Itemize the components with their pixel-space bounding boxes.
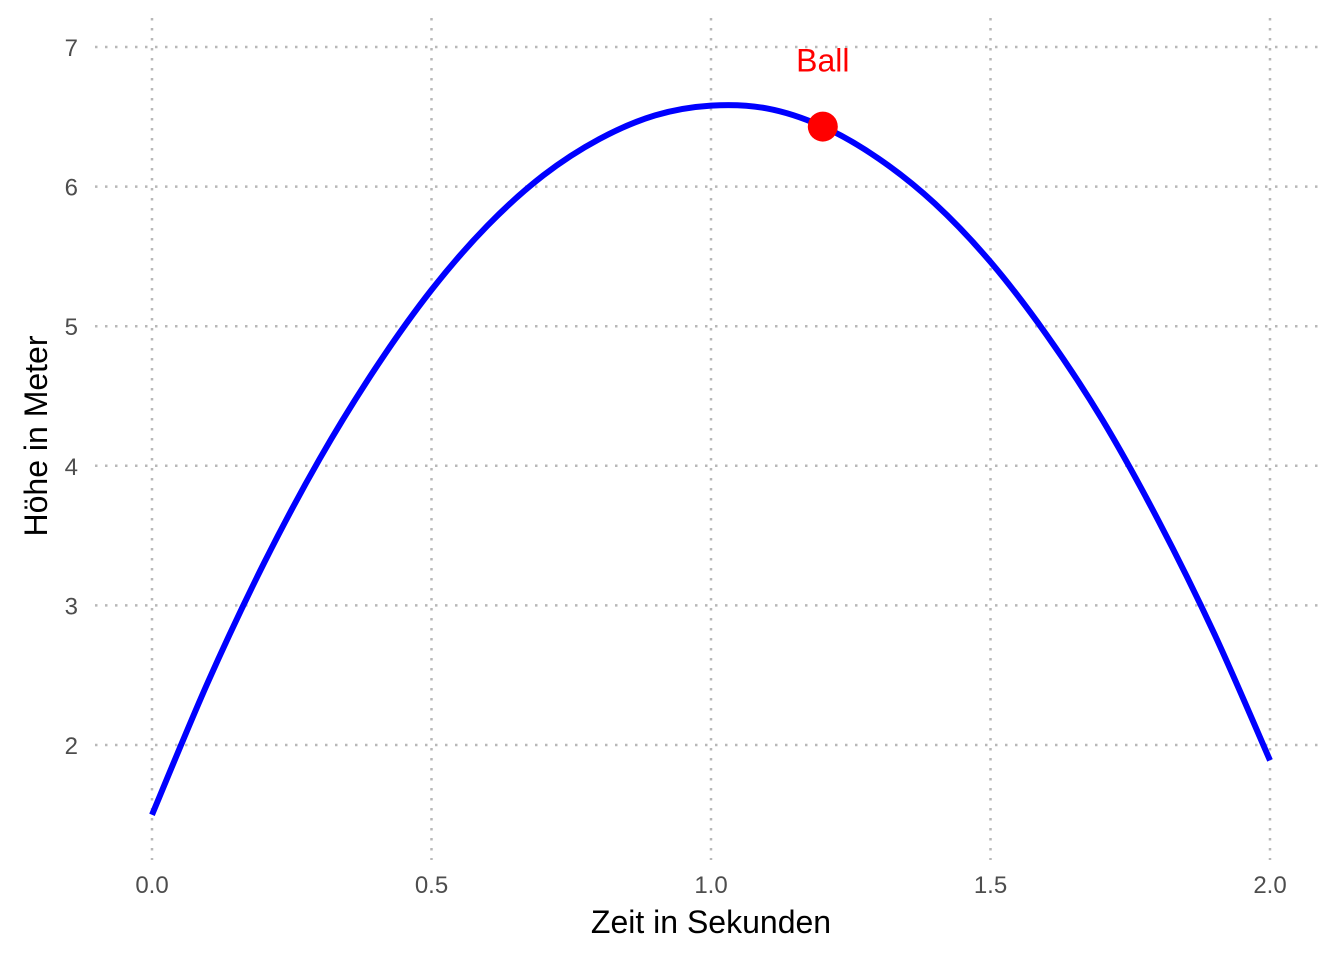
y-tick-label: 5 xyxy=(65,314,78,341)
ball-marker xyxy=(807,111,838,142)
x-axis-title: Zeit in Sekunden xyxy=(591,904,831,940)
x-tick-label: 0.5 xyxy=(415,872,448,899)
x-tick-label: 1.5 xyxy=(974,872,1007,899)
x-grid xyxy=(150,18,1272,860)
x-tick-labels: 0.0 0.5 1.0 1.5 2.0 xyxy=(135,872,1286,899)
ball-label: Ball xyxy=(796,43,849,79)
x-tick-label: 0.0 xyxy=(135,872,168,899)
y-tick-labels: 2 3 4 5 6 7 xyxy=(65,35,78,760)
y-tick-label: 2 xyxy=(65,733,78,760)
x-tick-label: 1.0 xyxy=(694,872,727,899)
y-tick-label: 4 xyxy=(65,454,78,481)
y-tick-label: 6 xyxy=(65,175,78,202)
trajectory-line xyxy=(149,102,1273,816)
x-tick-label: 2.0 xyxy=(1253,872,1286,899)
y-tick-label: 3 xyxy=(65,593,78,620)
y-axis-title: Höhe in Meter xyxy=(18,335,54,536)
y-tick-label: 7 xyxy=(65,35,78,62)
